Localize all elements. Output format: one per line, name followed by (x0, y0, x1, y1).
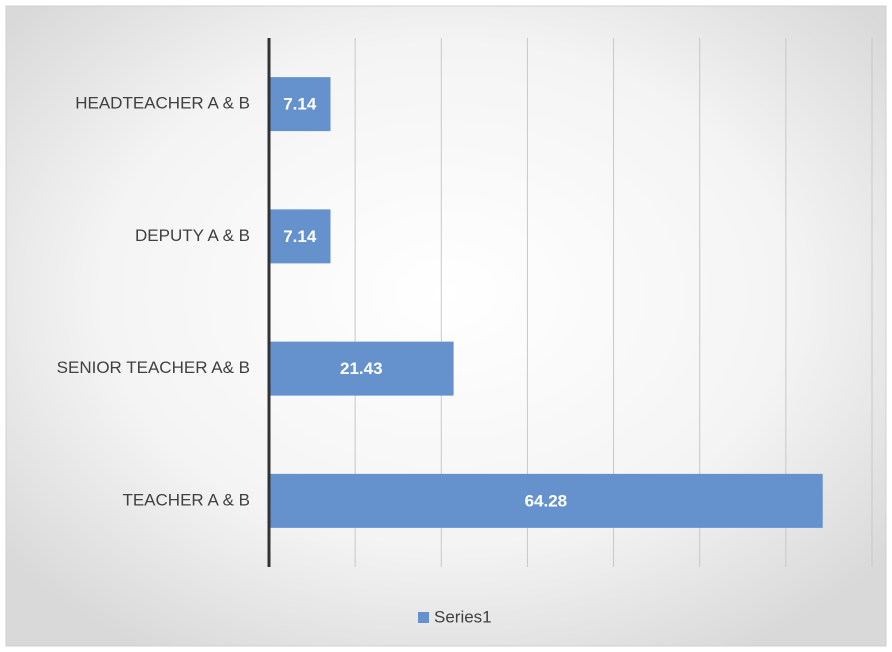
bar (269, 77, 331, 132)
data-label: 7.14 (283, 227, 317, 246)
y-tick-label: DEPUTY A & B (135, 226, 250, 245)
y-tick-label: HEADTEACHER A & B (75, 94, 250, 113)
plot: 7.14 7.14 21.43 64.28 (269, 77, 823, 528)
data-label: 7.14 (283, 95, 317, 114)
bar (269, 473, 823, 528)
y-tick-label: TEACHER A & B (122, 490, 250, 509)
data-label: 64.28 (525, 491, 568, 510)
chart-background (5, 5, 887, 647)
bar (269, 341, 454, 396)
legend-label: Series1 (434, 607, 492, 626)
legend-swatch (418, 612, 429, 623)
data-label: 21.43 (340, 359, 383, 378)
bar (269, 209, 331, 264)
y-tick-label: SENIOR TEACHER A& B (57, 358, 250, 377)
